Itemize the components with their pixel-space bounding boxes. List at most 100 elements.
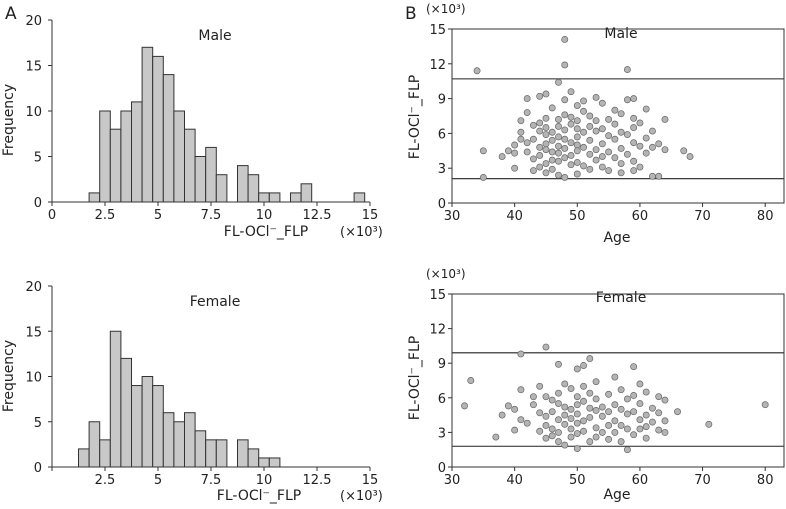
scatter-point (561, 174, 569, 181)
scatter-point (479, 174, 487, 181)
scatter-point (573, 102, 581, 110)
scatter-point (548, 104, 556, 112)
scatter-point (580, 427, 587, 435)
histogram-bar (162, 74, 175, 203)
scatter-point (598, 125, 606, 133)
y-tick-label: 15 (25, 325, 42, 340)
scatter-point (548, 128, 556, 136)
scatter-point (573, 393, 581, 401)
scatter-point (580, 162, 587, 170)
scatter-point (511, 164, 519, 172)
y-tick-label: 6 (438, 127, 446, 142)
scatter-point (517, 416, 525, 424)
scatter-point (611, 373, 619, 381)
scatter-point (555, 78, 562, 86)
scatter-point (761, 401, 769, 409)
scatter-point (573, 158, 581, 166)
x-tick-label: 5 (154, 473, 162, 488)
scatter-point (523, 109, 531, 116)
scatter-point (567, 113, 575, 121)
histogram-bar (184, 128, 196, 203)
scatter-point (555, 360, 562, 368)
scatter-point (617, 438, 625, 446)
scatter-point (461, 402, 468, 410)
scatter-point (598, 403, 606, 411)
scatter-point (623, 150, 631, 158)
histogram-bar (290, 192, 302, 203)
scatter-point (479, 147, 487, 155)
x-tick-label: 15 (362, 473, 379, 488)
scatter-point (642, 149, 650, 157)
x-tick-label: 10 (256, 473, 273, 488)
scatter-point (542, 146, 550, 154)
x-tick-label: 80 (757, 209, 774, 224)
scatter-point (636, 119, 644, 127)
scatter-point (498, 153, 506, 161)
scatter-point (655, 140, 663, 148)
scatter-point (536, 151, 544, 159)
y-tick-label: 6 (438, 392, 446, 407)
scatter-point (561, 61, 569, 69)
scatter-point (623, 131, 631, 139)
scatter-point (542, 343, 550, 351)
scatter-point (586, 165, 594, 173)
y-tick-label: 0 (34, 461, 42, 476)
scatter-point (630, 408, 638, 416)
scatter-point (605, 132, 613, 140)
scatter-point (555, 416, 562, 424)
y-tick-label: 12 (429, 58, 446, 73)
scatter-point (529, 401, 537, 409)
scatter-point (630, 363, 638, 371)
scatter-point (536, 427, 544, 435)
scatter-point (661, 116, 669, 123)
scatter-point (517, 386, 525, 394)
histogram-bar (237, 165, 249, 203)
scatter-point (623, 96, 631, 104)
y-tick-label: 20 (25, 280, 42, 295)
histogram-female: Female FL-OCl⁻_FLP Frequency (×10³) 2.5 5… (1, 280, 383, 504)
scatter-point (630, 392, 638, 399)
scatter-point (555, 400, 562, 408)
scatter-point (573, 365, 581, 373)
scatter-point (523, 148, 531, 156)
scatter-point (467, 377, 475, 384)
y-multiplier: (×10³) (426, 2, 466, 16)
scatter-point (542, 169, 550, 177)
scatter-point (523, 419, 531, 427)
scatter-point (555, 157, 562, 165)
x-tick-label: 10 (256, 208, 273, 223)
scatter-point (561, 96, 569, 104)
scatter-point (573, 401, 581, 409)
scatter-point (555, 142, 562, 150)
scatter-point (611, 417, 619, 425)
scatter-point (661, 428, 669, 436)
scatter-point (548, 408, 556, 416)
scatter-point (592, 378, 600, 386)
histogram-bar (194, 430, 207, 468)
scatter-point (598, 428, 606, 436)
x-tick-label: 0 (48, 208, 56, 223)
scatter-point (567, 433, 575, 441)
scatter-point (580, 362, 587, 369)
scatter-point (611, 428, 619, 436)
histogram-bar (88, 421, 101, 468)
scatter-point (642, 134, 650, 142)
y-axis-label: Frequency (1, 340, 17, 412)
scatter-point (567, 425, 575, 433)
x-tick-label: 15 (362, 208, 379, 223)
plot-frame (451, 28, 785, 204)
scatter-point (573, 141, 581, 149)
scatter-point (630, 167, 638, 174)
scatter-point (523, 95, 531, 103)
x-tick-label: 2.5 (95, 473, 116, 488)
scatter-point (573, 430, 581, 438)
scatter-point (605, 390, 613, 398)
scatter-point (630, 124, 638, 132)
scatter-point (598, 140, 606, 148)
scatter-point (630, 139, 638, 147)
scatter-point (592, 156, 600, 164)
scatter-point (636, 380, 644, 388)
scatter-point (611, 135, 619, 143)
scatter-point (561, 154, 569, 162)
histogram-bar (152, 385, 164, 468)
